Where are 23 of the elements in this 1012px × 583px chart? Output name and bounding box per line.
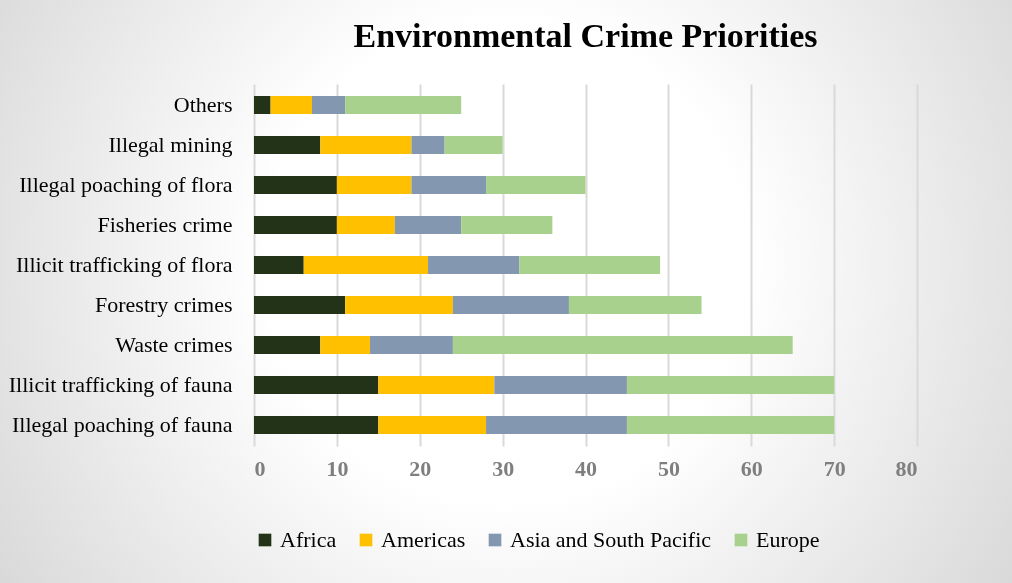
- y-tick-label: Illegal poaching of fauna: [11, 412, 233, 437]
- x-tick-label: 80: [895, 455, 918, 481]
- y-tick-label: Waste crimes: [115, 332, 233, 357]
- x-tick-label: 40: [575, 455, 597, 481]
- y-tick-label: Illicit trafficking of flora: [16, 252, 233, 277]
- legend-label: Europe: [756, 527, 820, 552]
- legend-label: Asia and South Pacific: [510, 527, 712, 552]
- y-tick-label: Others: [173, 92, 233, 117]
- x-tick-label: 10: [326, 455, 349, 481]
- y-tick-label: Illicit trafficking of fauna: [8, 372, 233, 397]
- x-tick-label: 0: [254, 455, 266, 481]
- y-tick-label: Illegal poaching of flora: [19, 172, 233, 197]
- x-tick-label: 70: [823, 455, 846, 481]
- x-tick-label: 20: [409, 455, 432, 481]
- x-tick-label: 30: [492, 455, 515, 481]
- x-tick-label: 60: [740, 455, 763, 481]
- legend-label: Africa: [280, 527, 337, 552]
- chart-title: Environmental Crime Priorities: [353, 17, 818, 54]
- y-tick-label: Illegal mining: [108, 132, 233, 157]
- x-tick-label: 50: [657, 455, 680, 481]
- y-tick-label: Forestry crimes: [95, 292, 233, 317]
- legend-label: Americas: [381, 527, 466, 552]
- y-tick-label: Fisheries crime: [97, 212, 233, 237]
